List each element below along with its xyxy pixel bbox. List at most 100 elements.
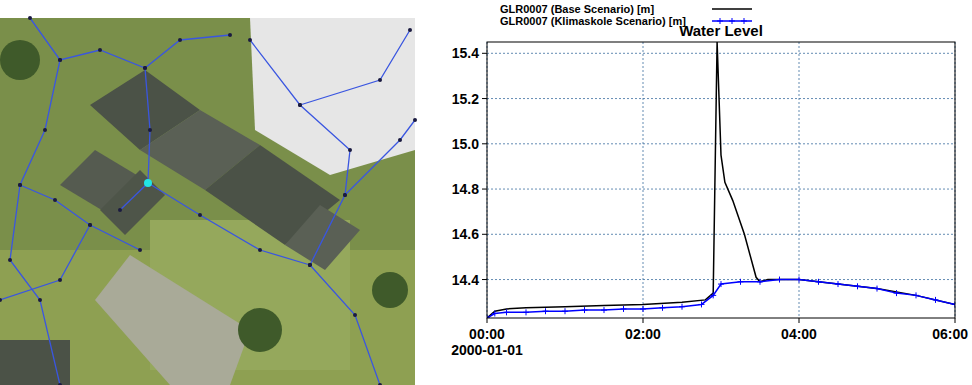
y-tick-label: 14.8 bbox=[452, 181, 479, 197]
manhole bbox=[98, 48, 102, 52]
legend-swatch bbox=[712, 8, 752, 10]
series-marker bbox=[913, 292, 919, 298]
manhole bbox=[143, 66, 147, 70]
series-marker bbox=[504, 309, 510, 315]
series-marker bbox=[757, 279, 763, 285]
manhole bbox=[138, 248, 142, 252]
y-tick bbox=[482, 53, 487, 54]
legend-label: GLR0007 (Base Scenario) [m] bbox=[500, 3, 654, 15]
legend-marker bbox=[741, 18, 747, 24]
y-tick-label: 15.4 bbox=[452, 45, 479, 61]
plot-frame bbox=[487, 42, 955, 318]
manhole bbox=[18, 183, 22, 187]
manhole bbox=[308, 263, 312, 267]
y-tick-label: 15.2 bbox=[452, 91, 479, 107]
x-grid-line bbox=[643, 42, 644, 318]
aerial-map bbox=[0, 16, 417, 385]
manhole bbox=[198, 213, 202, 217]
tree bbox=[0, 40, 40, 80]
y-tick-label: 15.0 bbox=[452, 136, 479, 152]
series-marker bbox=[523, 309, 529, 315]
manhole bbox=[53, 198, 57, 202]
series-marker bbox=[710, 292, 716, 298]
manhole bbox=[308, 263, 312, 267]
roof bbox=[100, 170, 165, 235]
manhole bbox=[348, 148, 352, 152]
pipe bbox=[145, 68, 310, 265]
manhole bbox=[308, 263, 312, 267]
page: Water LevelGLR0007 (Base Scenario) [m]GL… bbox=[0, 0, 972, 385]
manhole bbox=[298, 103, 302, 107]
legend-marker bbox=[717, 18, 723, 24]
y-grid-line bbox=[487, 189, 955, 190]
manhole bbox=[398, 138, 402, 142]
y-tick bbox=[482, 189, 487, 190]
series-marker bbox=[796, 277, 802, 283]
y-grid-line bbox=[487, 279, 955, 280]
series-marker bbox=[777, 277, 783, 283]
series-marker bbox=[492, 310, 498, 316]
series-marker bbox=[679, 304, 685, 310]
manhole bbox=[178, 38, 182, 42]
pipe bbox=[120, 183, 148, 210]
series-marker bbox=[601, 307, 607, 313]
manhole bbox=[58, 58, 62, 62]
manhole bbox=[408, 28, 412, 32]
series-marker bbox=[582, 307, 588, 313]
series-marker bbox=[894, 290, 900, 296]
pipe bbox=[345, 120, 415, 195]
tree bbox=[238, 308, 282, 352]
path bbox=[95, 255, 250, 385]
selected-node bbox=[144, 179, 152, 187]
manhole bbox=[248, 38, 252, 42]
manhole bbox=[413, 118, 417, 122]
x-tick bbox=[643, 318, 644, 323]
series-marker bbox=[835, 281, 841, 287]
series-line bbox=[487, 42, 955, 318]
manhole bbox=[58, 58, 62, 62]
pipe bbox=[0, 225, 90, 300]
manhole bbox=[353, 313, 357, 317]
manhole bbox=[118, 208, 122, 212]
manhole bbox=[88, 223, 92, 227]
map-background bbox=[0, 18, 415, 385]
x-tick-label: 00:00 bbox=[469, 326, 505, 342]
series-marker bbox=[738, 279, 744, 285]
manhole bbox=[18, 183, 22, 187]
manhole bbox=[228, 33, 232, 37]
legend: GLR0007 (Base Scenario) [m]GLR0007 (Klim… bbox=[500, 3, 752, 27]
manhole bbox=[58, 383, 62, 385]
legend-label: GLR0007 (Klimaskole Scenario) [m] bbox=[500, 15, 686, 27]
x-date-label: 2000-01-01 bbox=[451, 342, 523, 358]
manhole bbox=[343, 193, 347, 197]
x-tick bbox=[955, 318, 956, 323]
pipe bbox=[10, 185, 60, 385]
plot-area bbox=[487, 42, 955, 318]
pipe bbox=[250, 40, 350, 265]
series-marker bbox=[640, 306, 646, 312]
y-tick bbox=[482, 98, 487, 99]
pipe bbox=[30, 18, 230, 68]
series-marker bbox=[933, 297, 939, 303]
series-marker bbox=[621, 306, 627, 312]
series-line bbox=[487, 280, 955, 318]
y-tick bbox=[482, 143, 487, 144]
series-marker bbox=[816, 279, 822, 285]
chart-title: Water Level bbox=[679, 22, 763, 39]
manhole bbox=[148, 128, 152, 132]
y-tick bbox=[482, 279, 487, 280]
series-marker bbox=[718, 281, 724, 287]
y-tick bbox=[482, 234, 487, 235]
y-tick-label: 14.6 bbox=[452, 226, 479, 242]
manhole bbox=[143, 66, 147, 70]
series-marker bbox=[699, 301, 705, 307]
x-tick-label: 02:00 bbox=[625, 326, 661, 342]
y-tick-label: 14.4 bbox=[452, 272, 479, 288]
series-marker bbox=[855, 283, 861, 289]
manhole bbox=[88, 223, 92, 227]
white-roof bbox=[250, 18, 415, 175]
y-grid-line bbox=[487, 53, 955, 54]
manhole bbox=[38, 298, 42, 302]
pipe bbox=[300, 30, 410, 105]
series-marker bbox=[660, 305, 666, 311]
